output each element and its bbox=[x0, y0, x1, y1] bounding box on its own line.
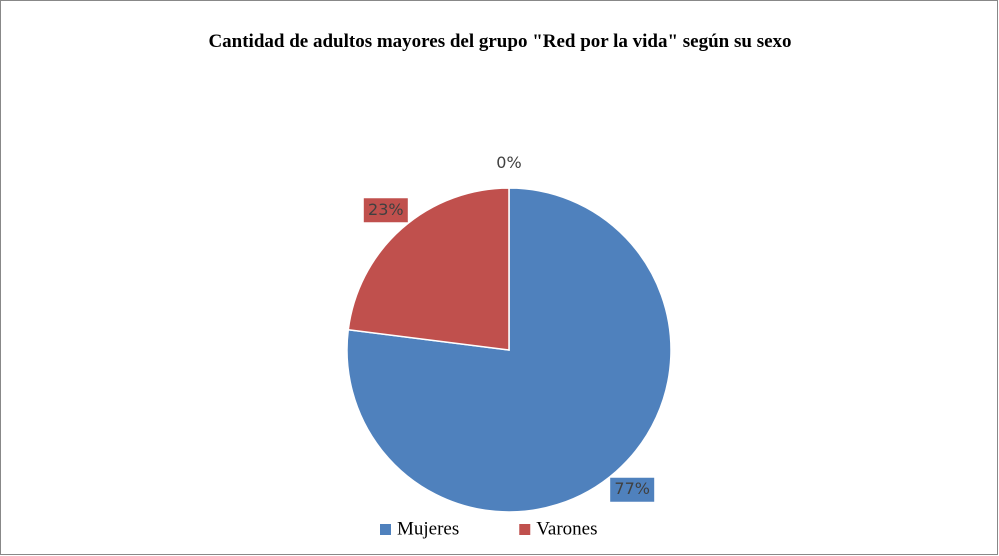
legend-label: Mujeres bbox=[397, 518, 459, 539]
data-label-box bbox=[363, 198, 408, 223]
legend-swatch bbox=[380, 524, 391, 535]
data-label: 23% bbox=[368, 200, 404, 219]
legend-label: Varones bbox=[536, 518, 597, 539]
data-label-box bbox=[610, 477, 655, 502]
pie-slice bbox=[347, 187, 510, 351]
legend-swatch bbox=[519, 524, 531, 535]
data-label: 0% bbox=[496, 153, 521, 172]
data-label: 77% bbox=[614, 479, 650, 498]
chart-title: Cantidad de adultos mayores del grupo "R… bbox=[208, 31, 792, 52]
